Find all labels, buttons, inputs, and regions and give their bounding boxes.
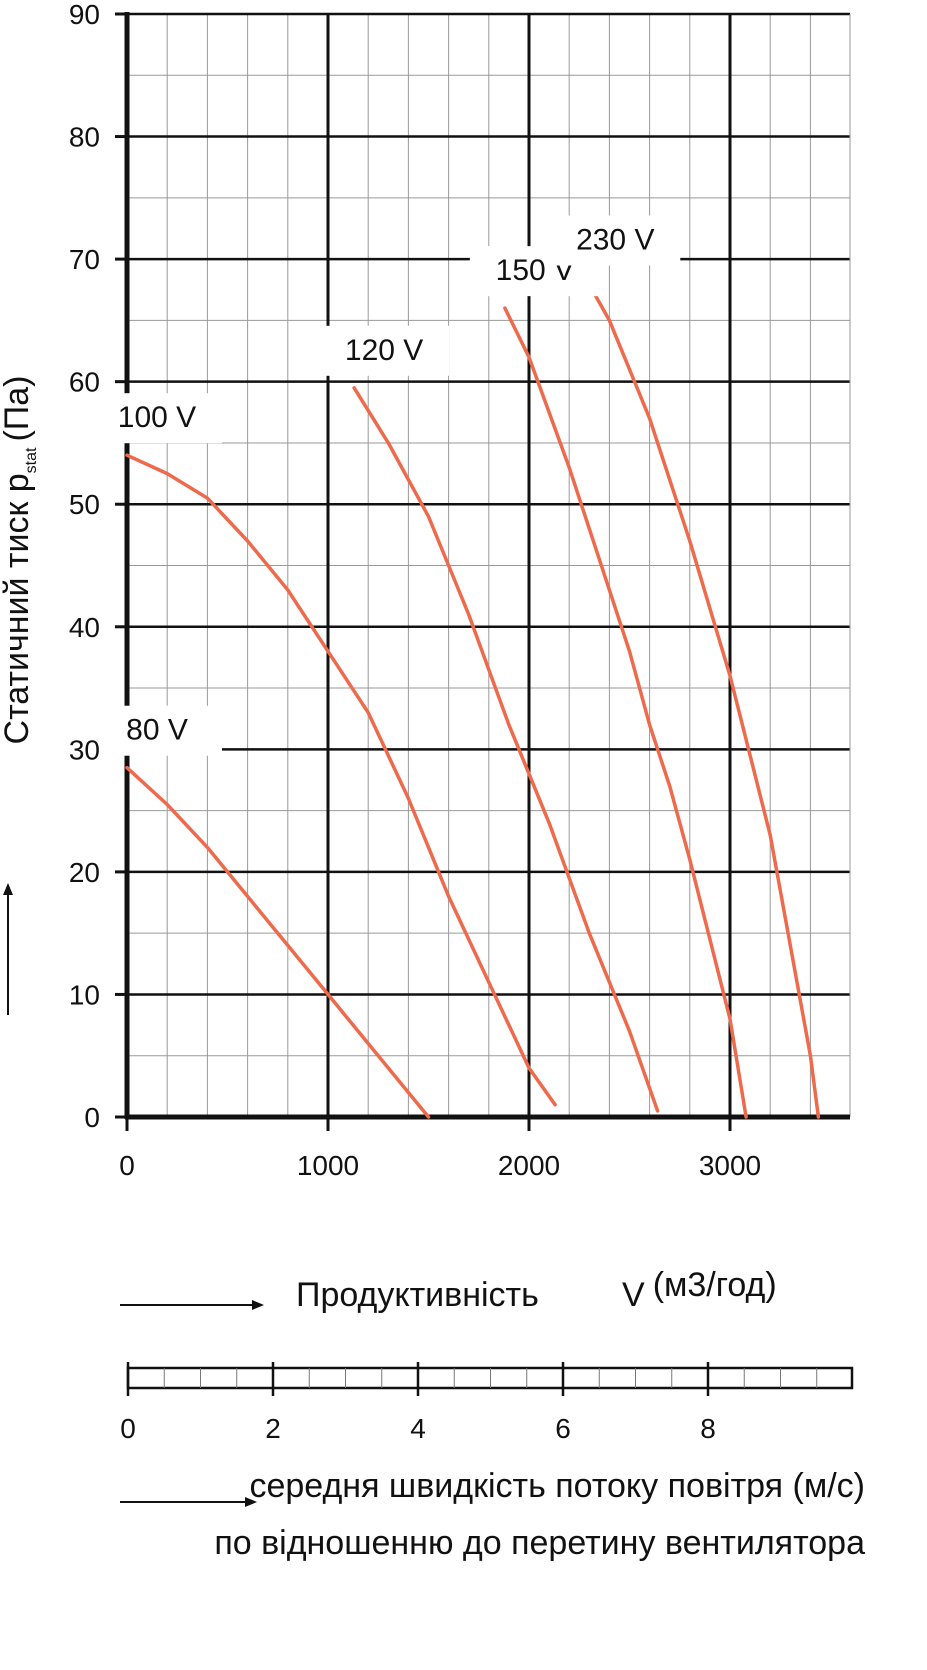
velocity-scale: 0 2 4 6 8 [120,1362,854,1444]
y-tick-label: 70 [69,244,100,275]
y-tick-label: 60 [69,367,100,398]
curve-230v [583,275,821,1119]
x-tick-label: 0 [119,1150,135,1181]
curve-120v [352,386,660,1113]
velocity-tick-label: 4 [410,1413,426,1444]
y-tick-label: 10 [69,979,100,1010]
svg-text:Статичний тиск pstat(Па): Статичний тиск pstat (Па) [0,376,40,745]
y-tick-label: 40 [69,612,100,643]
curve-100v [125,453,557,1107]
performance-curves [125,275,821,1119]
curve-150v [503,306,748,1119]
velocity-axis-title-line2: по відношенню до перетину вентилятора [214,1524,865,1562]
minor-grid [127,14,850,1117]
x-axis-unit-text: (м3/год) [653,1266,777,1304]
x-axis-symbol: V [622,1276,645,1314]
major-grid [127,12,851,1117]
curve-80v [125,765,431,1119]
curve-label: 80 V [126,714,188,747]
velocity-tick-label: 0 [120,1413,136,1444]
y-tick-label: 80 [69,122,100,153]
x-axis-title: Продуктивність [296,1276,539,1314]
velocity-tick-label: 2 [265,1413,281,1444]
curve-label-background [92,705,222,756]
y-tick-label: 0 [84,1102,100,1133]
x-tick-label: 1000 [297,1150,359,1181]
velocity-tick-label: 6 [555,1413,571,1444]
curve-label: 230 V [576,223,654,256]
y-tick-label: 20 [69,857,100,888]
x-axis-unit: V (м3/год) [622,1266,777,1314]
curve-label-background [550,215,681,266]
curve-label-background [319,325,450,376]
y-axis-title: Статичний тиск pstat (Па) [0,376,40,745]
velocity-axis-title-line1: середня швидкість потоку повітря (м/с) [249,1467,865,1505]
x-tick-label: 3000 [699,1150,761,1181]
velocity-tick-label: 8 [700,1413,716,1444]
y-axis-title-subscript: stat [23,447,40,473]
y-axis-title-prefix: Статичний тиск p [0,473,36,744]
y-tick-label: 50 [69,489,100,520]
y-tick-label: 90 [69,0,100,30]
y-axis-title-unit: (Па) [0,376,36,442]
x-tick-label: 2000 [498,1150,560,1181]
y-tick-label: 30 [69,734,100,765]
curve-label: 100 V [118,401,196,434]
curve-label-background [92,393,222,444]
curve-label: 120 V [345,334,423,367]
tick-labels: 0 10 20 30 40 50 60 70 80 90 0 1000 2000 3000 [69,0,761,1181]
axes [115,12,850,1131]
